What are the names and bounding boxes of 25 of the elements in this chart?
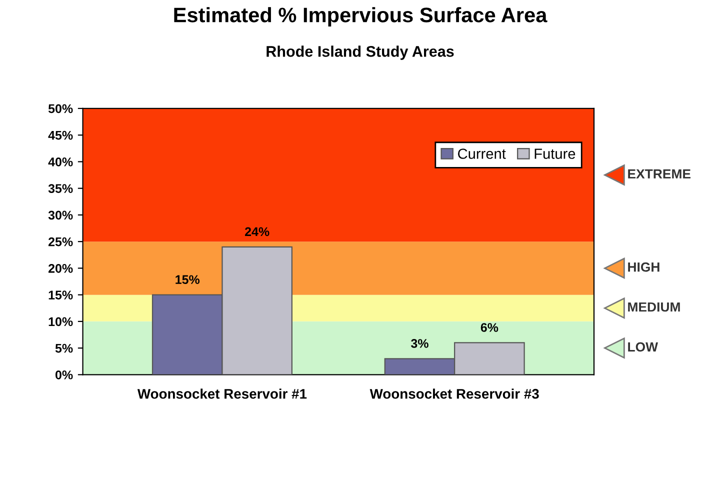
y-tick-label: 50% [48, 104, 73, 114]
data-label: 15% [176, 275, 200, 284]
band-label: EXTREME [628, 169, 690, 178]
chart-subtitle: Rhode Island Study Areas [266, 46, 454, 60]
data-label: 6% [480, 323, 498, 332]
band-label: MEDIUM [628, 302, 680, 312]
legend-label: Current [458, 148, 506, 159]
y-tick-label: 45% [48, 130, 73, 140]
y-tick-label: 40% [48, 158, 73, 166]
y-tick-label: 15% [48, 290, 73, 300]
y-tick-label: 0% [56, 370, 73, 380]
y-tick-label: 25% [48, 237, 73, 246]
x-tick-label: Woonsocket Reservoir #3 [370, 388, 539, 399]
y-tick-label: 10% [48, 317, 73, 326]
y-tick-label: 5% [55, 344, 73, 353]
x-tick-label: Woonsocket Reservoir #1 [137, 388, 307, 399]
band-label: HIGH [628, 262, 660, 272]
chart-title: Estimated % Impervious Surface Area [174, 7, 548, 27]
y-tick-label: 20% [48, 264, 73, 273]
data-label: 24% [245, 227, 270, 236]
band-label: LOW [628, 342, 658, 352]
data-label: 3% [410, 339, 428, 348]
legend-label: Future [534, 148, 576, 159]
y-tick-label: 30% [48, 210, 73, 220]
y-tick-label: 35% [48, 184, 73, 193]
